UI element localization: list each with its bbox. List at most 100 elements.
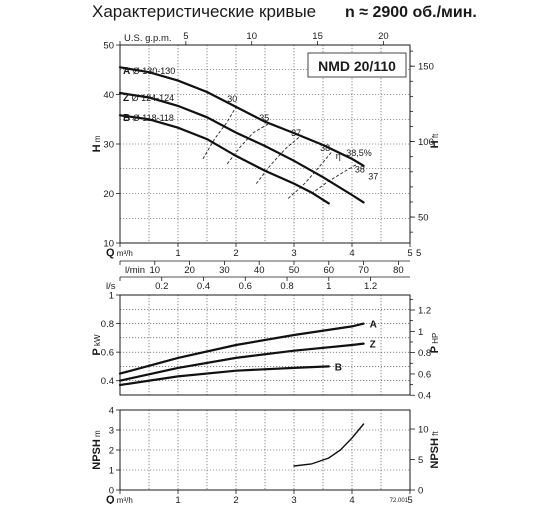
npsh-ft-tick-label: 10 (418, 425, 429, 436)
p-hp-tick-label: 0.4 (418, 391, 431, 402)
y-tick-label: 10 (103, 239, 114, 250)
lmin-tick-label: 50 (289, 265, 300, 276)
power-curve-b (118, 365, 330, 387)
x-tick-label: 5 (407, 495, 412, 504)
npsh-curve (293, 423, 365, 467)
npsh-ft-axis-title: NPSH ft (429, 431, 441, 469)
y-tick-label: 50 (103, 41, 114, 52)
x-tick-label: 3 (291, 248, 296, 259)
power-curve-z (118, 342, 365, 382)
lmin-tick-label: 80 (393, 265, 404, 276)
x-tick-label: 1 (175, 495, 180, 504)
efficiency-curve (311, 163, 359, 194)
lmin-tick-label: 20 (184, 265, 195, 276)
efficiency-label: 38 (355, 165, 365, 175)
y-tick-label: 2 (109, 446, 114, 457)
lmin-tick-label: 60 (324, 265, 335, 276)
npsh-axis-title: NPSH m (91, 430, 103, 470)
series-letter: B (123, 113, 130, 124)
x-tick-label: 2 (233, 248, 238, 259)
series-label-a: A Ø 130-130 (123, 66, 175, 77)
p-hp-axis-title-symbol: P (429, 346, 441, 353)
y-axis-title-symbol: H (91, 144, 103, 152)
footnote: 72.001 (390, 498, 409, 504)
head-curve-b (118, 114, 330, 205)
npsh-ft-tick-label: 0 (418, 486, 423, 497)
series-diameter: Ø 130-130 (130, 66, 175, 76)
x-tick-label: 4 (349, 248, 354, 259)
efficiency-label: 38 (320, 143, 330, 153)
series-diameter: Ø 118-118 (130, 113, 174, 123)
ls-tick-label: 0.6 (239, 281, 252, 292)
series-letter: Z (123, 93, 129, 104)
p-axis-title: P kW (91, 334, 103, 356)
efficiency-curve (202, 106, 237, 160)
top-tick-label: 5 (183, 31, 188, 42)
efficiency-curve (287, 151, 333, 199)
y-axis-title-unit: m (93, 135, 102, 144)
q-axis-title-unit: m³/h (115, 249, 133, 258)
efficiency-label: 37 (291, 128, 301, 138)
efficiency-label: 35 (259, 113, 269, 123)
power-curve-label: B (335, 362, 342, 373)
p-hp-tick-label: 0.6 (418, 369, 431, 380)
efficiency-curve (255, 136, 301, 184)
q-axis-title-symbol: Q (106, 247, 115, 259)
chart-title: NMD 20/110 (318, 58, 396, 74)
x-tick-label: 4 (349, 495, 354, 504)
power-curve-label: A (370, 320, 377, 331)
y-right-tick-label: 100 (418, 137, 434, 148)
top-axis-label: U.S. g.p.m. (124, 33, 172, 44)
npsh-ft-axis-title-symbol: NPSH (429, 438, 441, 469)
power-chart: 0.4 0.6 0.8 1 P kW 0.4 0.6 0.8 1 1.2 P HP AZ B (91, 291, 441, 402)
y-tick-label: 30 (103, 140, 114, 151)
plot-frame (119, 294, 411, 396)
ls-tick-label: 0.2 (155, 281, 168, 292)
npsh-q-axis-title-unit: m³/h (115, 496, 133, 504)
y-tick-label: 40 (103, 90, 114, 101)
p-axis-title-unit: kW (93, 334, 102, 348)
efficiency-label: η (336, 151, 341, 161)
npsh-axis-title-symbol: NPSH (91, 439, 103, 470)
npsh-axis-title-unit: m (93, 430, 102, 439)
power-curve-a (118, 322, 365, 375)
lmin-tick-label: 10 (150, 265, 161, 276)
y-tick-label: 1 (109, 291, 114, 302)
x-tick-label: 5 (407, 248, 412, 259)
y-right-axis-title: H ft (429, 133, 441, 148)
series-letter: A (123, 66, 130, 77)
efficiency-label: 37 (368, 172, 378, 182)
page-title: Характеристические кривые (92, 2, 316, 21)
p-hp-axis-title-unit: HP (431, 333, 440, 346)
power-curve-label: Z (370, 340, 376, 351)
lmin-axis-label: l/min (125, 265, 145, 276)
p-hp-tick-label: 1.2 (418, 306, 431, 317)
x-tick-label: 1 (175, 248, 180, 259)
efficiency-label: 30 (227, 94, 237, 104)
p-hp-tick-label: 1 (418, 327, 423, 338)
series-label-z: Z Ø 124-124 (123, 93, 174, 104)
p-hp-tick-label: 0.8 (418, 348, 431, 359)
y-right-axis-title-unit: ft (431, 133, 440, 140)
x-tick-label-end: 5 (416, 248, 421, 259)
lmin-tick-label: 70 (358, 265, 369, 276)
ls-tick-label: 1 (326, 281, 331, 292)
p-axis-title-symbol: P (91, 348, 103, 355)
y-tick-label: 0 (109, 486, 114, 497)
ls-tick-label: 1.2 (364, 281, 377, 292)
x-tick-label: 3 (291, 495, 296, 504)
speed-label: n ≈ 2900 об./мин. (345, 4, 477, 21)
y-right-tick-label: 50 (418, 213, 429, 224)
p-hp-axis-title: P HP (429, 333, 441, 354)
top-tick-label: 20 (378, 31, 389, 42)
ls-tick-label: 0.4 (197, 281, 210, 292)
top-tick-label: 10 (246, 31, 257, 42)
npsh-ft-axis-title-unit: ft (431, 431, 440, 438)
lmin-tick-label: 30 (219, 265, 230, 276)
y-tick-label: 3 (109, 426, 114, 437)
y-tick-label: 0.6 (101, 348, 114, 359)
